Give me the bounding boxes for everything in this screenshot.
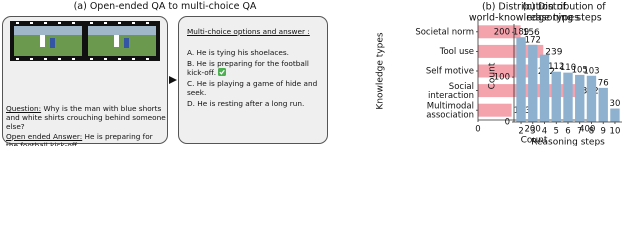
y-tick-label: Societal norm (415, 27, 474, 37)
chart-title: (b) Distribution of world-knowledge types (469, 1, 579, 23)
y-axis-label: Knowledge types (376, 32, 386, 109)
data-label: 110 (560, 63, 576, 73)
x-tick-label: 200 (525, 125, 541, 135)
question-text: Why is the man with blue shorts and whit… (6, 104, 166, 131)
option: A. He is tying his shoelaces. (187, 48, 290, 57)
bar (478, 44, 544, 58)
bar (563, 72, 573, 122)
bar (586, 75, 597, 122)
x-tick-label: 8 (589, 127, 594, 137)
film-strip (10, 21, 160, 61)
charts: (b) Distribution of world-knowledge types… (376, 1, 622, 147)
answer-label: Open ended Answer: (6, 132, 83, 141)
x-axis-label: Count (521, 136, 548, 146)
data-label: 103 (583, 66, 599, 76)
bar (575, 74, 585, 122)
bar (610, 108, 620, 122)
y-tick-label: 0 (505, 118, 510, 128)
x-tick-label: 7 (577, 127, 582, 137)
bar (598, 87, 608, 122)
question-label: Question: (6, 104, 42, 113)
x-tick-label: 2 (518, 127, 523, 137)
option: B. He is preparing for the football kick… (187, 59, 325, 77)
right-box: Multi-choice options and answer : A. He … (178, 16, 328, 144)
data-label: 239 (545, 47, 562, 57)
chart-title: (c) Distribution of reasoning steps (522, 1, 606, 23)
y-tick-label: Social interaction (428, 82, 474, 101)
bar (551, 71, 561, 122)
x-tick-label: 9 (601, 127, 606, 137)
x-tick-label: 4 (542, 127, 547, 137)
figure: (a) Open-ended QA to multi-choice QA Que… (2, 1, 622, 147)
data-label: 156 (523, 28, 540, 38)
bar (478, 103, 512, 117)
y-tick-label: Self motive (426, 67, 474, 77)
y-tick-label: Tool use (439, 47, 474, 57)
x-tick-label: 400 (579, 125, 595, 135)
bar (539, 54, 550, 123)
data-label: 112 (548, 62, 564, 72)
bar (516, 37, 526, 122)
check-icon (218, 68, 227, 76)
y-tick-label: 200 (494, 28, 510, 38)
options-heading: Multi-choice options and answer : (187, 27, 310, 36)
arrow (169, 76, 177, 84)
data-label: 172 (525, 35, 541, 45)
left-box: Question: Why is the man with blue short… (2, 16, 168, 146)
bar (478, 25, 521, 39)
x-tick-label: 10 (610, 127, 621, 137)
data-label: 30 (610, 99, 621, 109)
y-axis-label: Count (488, 62, 498, 89)
answer: Open ended Answer: He is preparing for t… (6, 132, 166, 146)
y-tick-label: 100 (494, 73, 510, 83)
data-label: 76 (598, 78, 609, 88)
option-text: B. He is preparing for the football kick… (187, 59, 309, 77)
x-axis-label: Reasoning steps (531, 138, 605, 147)
question: Question: Why is the man with blue short… (6, 104, 166, 131)
panel-title: (a) Open-ended QA to multi-choice QA (73, 1, 257, 12)
x-tick-label: 3 (530, 127, 535, 137)
x-tick-label: 6 (565, 127, 570, 137)
data-label: 189 (513, 28, 529, 38)
data-label: 105 (572, 65, 588, 75)
option: C. He is playing a game of hide and seek… (187, 79, 318, 97)
bar (528, 44, 538, 123)
x-tick-label: 0 (475, 125, 480, 135)
y-tick-label: Multimodal association (426, 101, 474, 120)
x-tick-label: 5 (554, 127, 559, 137)
answer-text: He is preparing for the football kick-of… (6, 132, 153, 146)
option: D. He is resting after a long run. (187, 99, 305, 108)
